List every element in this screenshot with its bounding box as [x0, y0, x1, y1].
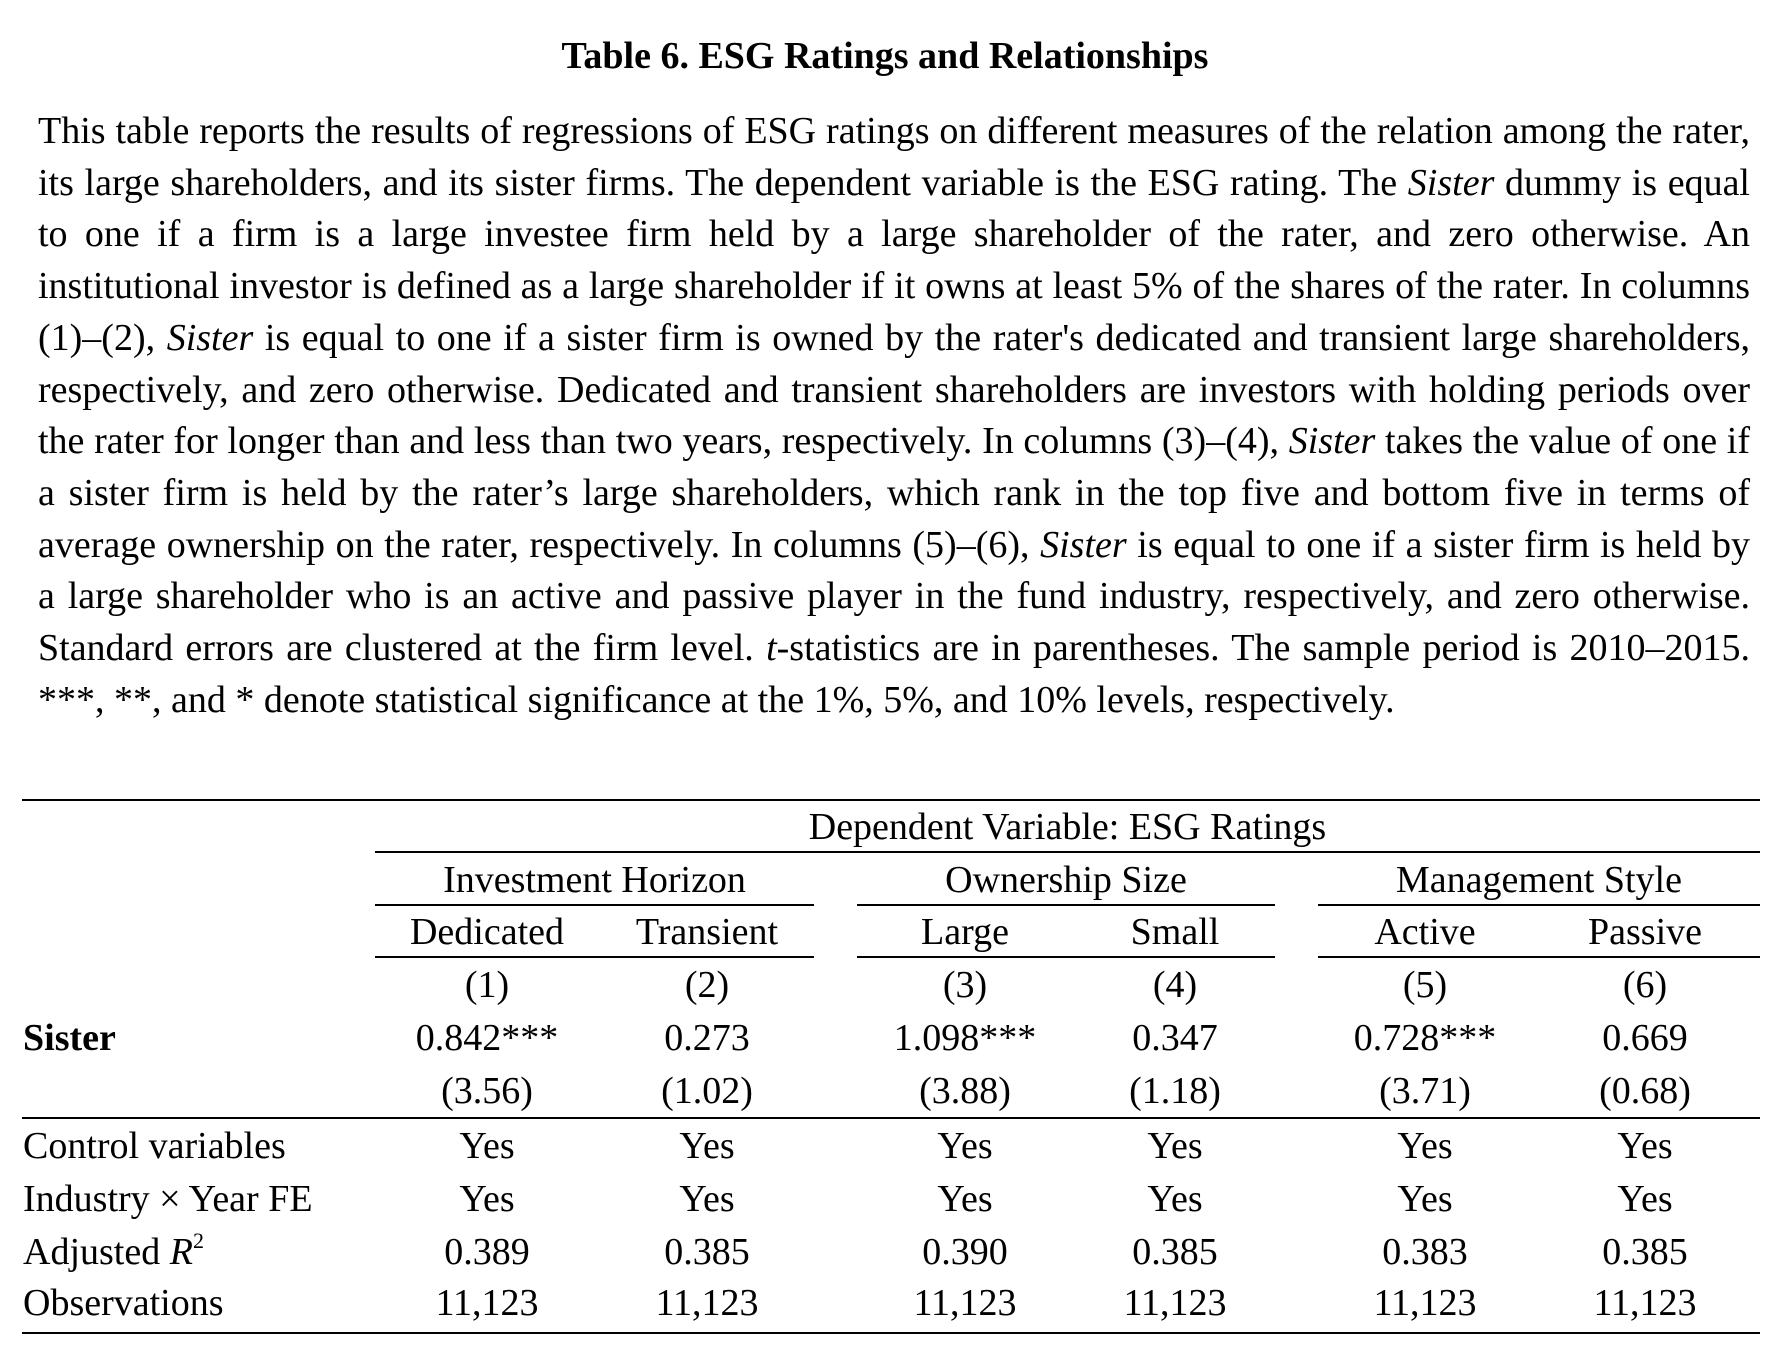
group-header: Investment Horizon [443, 859, 746, 901]
r2-cell: 0.385 [664, 1231, 750, 1273]
column-rule-investment-horizon [375, 956, 814, 958]
coefficient-cell: 0.842*** [415, 1017, 559, 1059]
adjusted-r2-word: Adjusted [23, 1231, 170, 1273]
r2-cell: 0.383 [1382, 1231, 1468, 1273]
column-number: (1) [464, 964, 510, 1006]
caption-t-term: t [766, 627, 777, 670]
coefficient-cell: 1.098*** [893, 1017, 1037, 1059]
fe-cell: Yes [459, 1178, 515, 1220]
observations-cell: 11,123 [1123, 1282, 1227, 1324]
adjusted-r2-superscript: 2 [192, 1228, 204, 1253]
group-rule-ownership-size [857, 904, 1275, 906]
caption-sister-term: Sister [1040, 523, 1127, 566]
fe-cell: Yes [937, 1178, 993, 1220]
observations-cell: 11,123 [655, 1282, 759, 1324]
column-number: (4) [1152, 964, 1198, 1006]
column-rule-ownership-size [857, 956, 1275, 958]
t-stat-cell: (3.56) [441, 1070, 533, 1112]
caption-sister-term: Sister [1288, 420, 1376, 463]
caption-text: This table reports the results of regres… [38, 110, 1750, 204]
caption-text: takes the value of one if a sister firm … [38, 420, 1750, 566]
r2-cell: 0.390 [922, 1231, 1008, 1273]
coefficient-cell: 0.728*** [1353, 1017, 1497, 1059]
group-rule-investment-horizon [375, 904, 814, 906]
row-label-control-variables: Control variables [23, 1125, 286, 1167]
adjusted-r2-variable: R [169, 1231, 193, 1273]
group-header: Ownership Size [945, 859, 1187, 901]
group-header: Management Style [1396, 859, 1682, 901]
r2-cell: 0.385 [1602, 1231, 1688, 1273]
control-cell: Yes [1617, 1125, 1673, 1167]
coefficient-cell: 0.347 [1132, 1017, 1218, 1059]
fe-cell: Yes [679, 1178, 735, 1220]
column-header: Transient [635, 911, 779, 953]
t-stat-cell: (3.71) [1379, 1070, 1471, 1112]
t-stat-cell: (1.18) [1129, 1070, 1221, 1112]
table-title: Table 6. ESG Ratings and Relationships [561, 35, 1209, 77]
dependent-variable-header: Dependent Variable: ESG Ratings [808, 806, 1327, 848]
observations-cell: 11,123 [1373, 1282, 1477, 1324]
row-label-adjusted-r2: Adjusted R2 [23, 1229, 204, 1275]
control-cell: Yes [1397, 1125, 1453, 1167]
t-stat-cell: (3.88) [919, 1070, 1011, 1112]
top-rule [22, 799, 1760, 801]
column-rule-management-style [1318, 956, 1760, 958]
coefficient-cell: 0.669 [1602, 1017, 1688, 1059]
caption-text: is equal to one if a sister firm is held… [38, 523, 1750, 670]
column-number: (6) [1622, 964, 1668, 1006]
fe-cell: Yes [1617, 1178, 1673, 1220]
row-label-observations: Observations [23, 1282, 224, 1324]
caption-text: dummy is equal to one if a firm is a lar… [38, 161, 1750, 359]
column-number: (5) [1402, 964, 1448, 1006]
column-header: Passive [1588, 911, 1702, 953]
coefficient-cell: 0.273 [664, 1017, 750, 1059]
caption-text: is equal to one if a sister firm is owne… [38, 316, 1750, 463]
t-stat-cell: (1.02) [661, 1070, 753, 1112]
row-label-sister: Sister [23, 1017, 116, 1059]
t-stat-cell: (0.68) [1599, 1070, 1691, 1112]
column-number: (2) [684, 964, 730, 1006]
dependent-variable-rule [375, 851, 1760, 853]
column-header: Active [1374, 911, 1476, 953]
sister-rule [22, 1117, 1760, 1119]
control-cell: Yes [1147, 1125, 1203, 1167]
caption-sister-term: Sister [166, 316, 254, 359]
group-rule-management-style [1318, 904, 1760, 906]
r2-cell: 0.385 [1132, 1231, 1218, 1273]
caption-sister-term: Sister [1407, 161, 1495, 204]
control-cell: Yes [459, 1125, 515, 1167]
observations-cell: 11,123 [1593, 1282, 1697, 1324]
table-caption: This table reports the results of regres… [38, 106, 1750, 726]
caption-text: -statistics are in parentheses. The samp… [38, 627, 1751, 721]
observations-cell: 11,123 [913, 1282, 1017, 1324]
column-header: Dedicated [409, 911, 565, 953]
column-header: Small [1130, 911, 1220, 953]
fe-cell: Yes [1147, 1178, 1203, 1220]
column-number: (3) [942, 964, 988, 1006]
r2-cell: 0.389 [444, 1231, 530, 1273]
fe-cell: Yes [1397, 1178, 1453, 1220]
bottom-rule [22, 1332, 1760, 1334]
observations-cell: 11,123 [435, 1282, 539, 1324]
column-header: Large [921, 911, 1009, 953]
row-label-industry-year-fe: Industry × Year FE [23, 1178, 313, 1220]
control-cell: Yes [679, 1125, 735, 1167]
control-cell: Yes [937, 1125, 993, 1167]
